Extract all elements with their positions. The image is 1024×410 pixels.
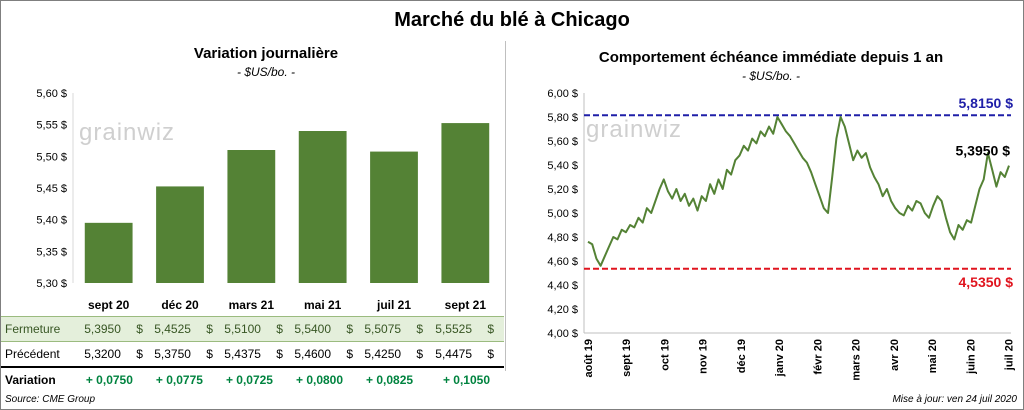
table-cell: 5,5400 $	[282, 316, 354, 342]
page-title: Marché du blé à Chicago	[394, 9, 630, 31]
bar	[298, 131, 347, 283]
table-cell: 5,3750 $	[154, 347, 213, 361]
y-tick-label: 4,20 $	[547, 304, 578, 316]
y-tick-label: 5,60 $	[36, 88, 67, 100]
y-tick-label: 5,40 $	[36, 215, 67, 227]
row-label: Variation	[1, 366, 73, 392]
y-tick-label: 5,50 $	[36, 151, 67, 163]
y-tick-label: 5,35 $	[36, 246, 67, 258]
table-cell: 5,3950 $	[72, 316, 143, 342]
table-cell: 5,5525 $	[423, 316, 504, 342]
row-label: Précédent	[5, 347, 60, 361]
x-tick-label: oct 19	[659, 339, 671, 371]
x-tick-label: juin 20	[965, 339, 977, 375]
table-cell: 5,5100 $	[212, 316, 283, 342]
x-tick-label: févr 20	[812, 339, 824, 374]
update-note: Mise à jour: ven 24 juil 2020	[892, 394, 1017, 405]
right-panel-title: Comportement échéance immédiate depuis 1…	[598, 49, 944, 66]
daily-variation-bar-chart: grainwiz 5,30 $ 5,35 $ 5,40 $ 5,45 $ 5,50 $ 5…	[36, 88, 490, 312]
x-tick-label: avr 20	[889, 339, 901, 371]
x-tick-label: déc 19	[736, 339, 748, 373]
table-row-close: Fermeture 5,3950 $ 5,4525 $ 5,5100 $ 5,5400…	[1, 316, 504, 342]
y-tick-label: 4,60 $	[547, 256, 578, 268]
bar	[84, 222, 133, 283]
bar	[227, 150, 276, 283]
x-tick-label: mars 20	[851, 339, 863, 381]
table-cell: 5,4475 $	[435, 347, 494, 361]
left-panel-title: Variation journalière	[193, 45, 339, 62]
watermark: grainwiz	[586, 116, 682, 143]
table-row-previous: Précédent 5,3200 $ 5,3750 $ 5,4375 $ 5,4600…	[1, 342, 504, 368]
table-cell: 5,4600 $	[294, 347, 354, 361]
y-tick-label: 4,00 $	[547, 328, 578, 340]
bar	[370, 151, 418, 283]
y-tick-label: 5,30 $	[36, 278, 67, 290]
table-cell: + 0,0800	[282, 366, 354, 392]
bar	[441, 123, 490, 283]
front-month-line-chart: grainwiz 4,00 $ 4,20 $ 4,40 $ 4,60 $ 4,80 $ 5…	[547, 88, 1016, 381]
table-cell: 5,4250 $	[364, 347, 424, 361]
y-tick-label: 5,45 $	[36, 183, 67, 195]
right-panel-subtitle: - $US/bo. -	[741, 69, 801, 83]
panel-divider	[505, 41, 506, 371]
table-cell: 5,4375 $	[224, 347, 283, 361]
x-tick-label: sept 19	[621, 339, 633, 377]
table-cell: + 0,0750	[72, 366, 143, 392]
y-tick-label: 5,20 $	[547, 184, 578, 196]
y-tick-label: 5,55 $	[36, 120, 67, 132]
y-tick-label: 5,80 $	[547, 112, 578, 124]
x-tick-label: mai 21	[304, 298, 342, 312]
y-tick-label: 4,80 $	[547, 232, 578, 244]
table-cell: 5,4525 $	[142, 316, 213, 342]
x-tick-label: janv 20	[774, 339, 786, 377]
bar	[156, 186, 204, 283]
x-tick-label: déc 20	[161, 298, 199, 312]
futures-table: Fermeture 5,3950 $ 5,4525 $ 5,5100 $ 5,5400…	[1, 316, 504, 392]
x-tick-label: nov 19	[698, 339, 710, 374]
y-tick-label: 5,00 $	[547, 208, 578, 220]
x-tick-label: sept 20	[88, 298, 130, 312]
y-tick-label: 6,00 $	[547, 88, 578, 100]
table-cell: + 0,0775	[142, 366, 213, 392]
watermark: grainwiz	[79, 119, 175, 146]
x-tick-label: juil 20	[1004, 339, 1016, 371]
y-tick-label: 5,40 $	[547, 160, 578, 172]
x-tick-label: sept 21	[445, 298, 487, 312]
table-cell: + 0,1050	[423, 366, 504, 392]
low-value-label: 4,5350 $	[959, 274, 1014, 290]
table-row-variation: Variation + 0,0750 + 0,0775 + 0,0725 + 0…	[1, 366, 504, 392]
y-tick-label: 4,40 $	[547, 280, 578, 292]
high-value-label: 5,8150 $	[959, 95, 1014, 111]
x-tick-label: juil 21	[376, 298, 411, 312]
source-note: Source: CME Group	[5, 394, 96, 405]
x-tick-label: mai 20	[927, 339, 939, 373]
table-cell: + 0,0825	[353, 366, 424, 392]
table-cell: 5,5075 $	[353, 316, 424, 342]
row-label: Fermeture	[1, 316, 73, 342]
x-tick-label: mars 21	[229, 298, 275, 312]
price-series-line	[587, 116, 1010, 267]
y-tick-label: 5,60 $	[547, 136, 578, 148]
x-tick-label: août 19	[583, 339, 595, 378]
last-value-label: 5,3950 $	[956, 143, 1011, 159]
table-cell: 5,3200 $	[84, 347, 143, 361]
left-panel-subtitle: - $US/bo. -	[236, 65, 296, 79]
table-cell: + 0,0725	[212, 366, 283, 392]
